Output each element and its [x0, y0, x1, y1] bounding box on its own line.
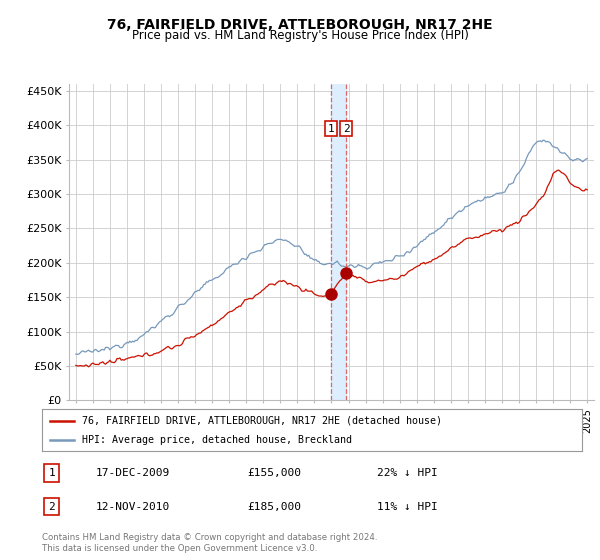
Bar — [331, 84, 346, 400]
Text: 11% ↓ HPI: 11% ↓ HPI — [377, 502, 437, 511]
Text: 1: 1 — [328, 124, 334, 134]
Text: 2: 2 — [49, 502, 55, 511]
Text: 22% ↓ HPI: 22% ↓ HPI — [377, 468, 437, 478]
Text: Price paid vs. HM Land Registry's House Price Index (HPI): Price paid vs. HM Land Registry's House … — [131, 29, 469, 42]
Text: 76, FAIRFIELD DRIVE, ATTLEBOROUGH, NR17 2HE: 76, FAIRFIELD DRIVE, ATTLEBOROUGH, NR17 … — [107, 18, 493, 32]
Text: 12-NOV-2010: 12-NOV-2010 — [96, 502, 170, 511]
Text: Contains HM Land Registry data © Crown copyright and database right 2024.
This d: Contains HM Land Registry data © Crown c… — [42, 533, 377, 553]
Text: 17-DEC-2009: 17-DEC-2009 — [96, 468, 170, 478]
Text: 76, FAIRFIELD DRIVE, ATTLEBOROUGH, NR17 2HE (detached house): 76, FAIRFIELD DRIVE, ATTLEBOROUGH, NR17 … — [83, 416, 443, 426]
Text: £155,000: £155,000 — [247, 468, 301, 478]
Text: HPI: Average price, detached house, Breckland: HPI: Average price, detached house, Brec… — [83, 435, 353, 445]
Text: £185,000: £185,000 — [247, 502, 301, 511]
Text: 1: 1 — [49, 468, 55, 478]
Text: 2: 2 — [343, 124, 350, 134]
